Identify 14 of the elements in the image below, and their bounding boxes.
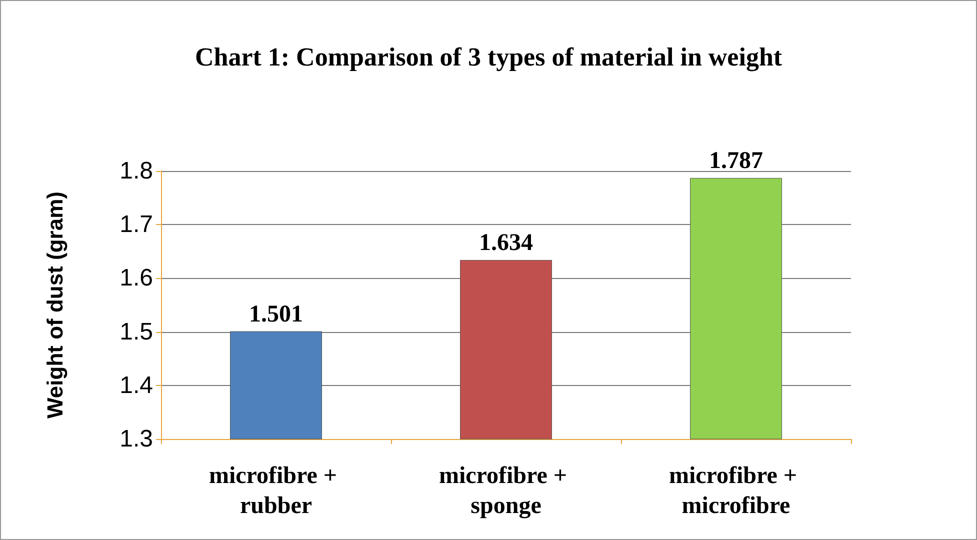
chart-title: Chart 1: Comparison of 3 types of material in weight xyxy=(194,42,782,72)
y-tick-label: 1.6 xyxy=(120,264,153,292)
data-label: 1.787 xyxy=(709,148,763,174)
x-tick-label: microfibre + rubber xyxy=(208,463,344,519)
y-tick-label: 1.5 xyxy=(120,318,153,346)
data-label: 1.501 xyxy=(249,301,303,328)
y-tick-label: 1.8 xyxy=(120,158,153,184)
y-axis-title: Weight of dust (gram) xyxy=(42,192,68,418)
data-label: 1.634 xyxy=(479,230,533,256)
y-tick-label: 1.4 xyxy=(120,372,153,399)
y-tick-label: 1.3 xyxy=(120,426,153,452)
x-tick-label: microfibre + microfibre xyxy=(668,463,804,519)
y-tick-label: 1.7 xyxy=(120,211,153,238)
x-tick-label: microfibre + sponge xyxy=(438,463,574,519)
